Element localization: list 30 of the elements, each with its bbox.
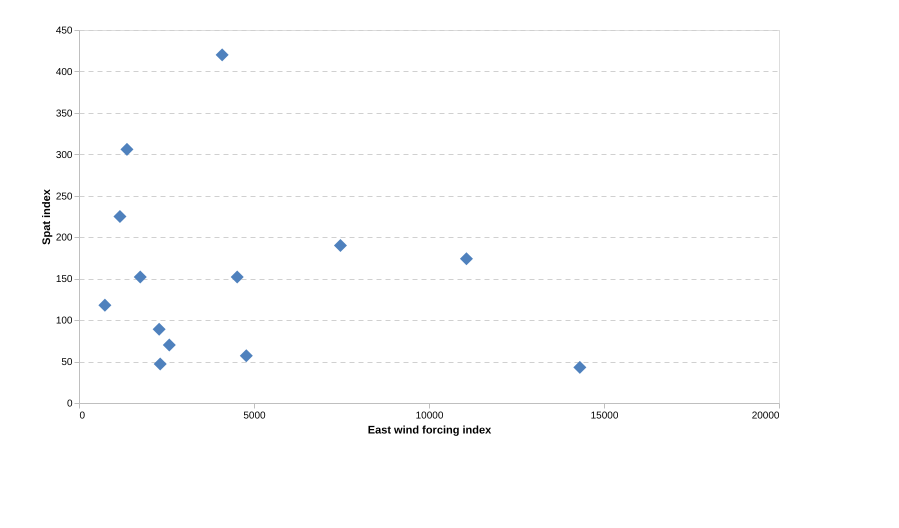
x-tick-label: 0	[80, 410, 86, 422]
y-tick-label: 350	[56, 108, 73, 120]
point	[98, 298, 112, 312]
y-tick-label: 250	[56, 191, 73, 202]
y-tick-label: 400	[56, 66, 73, 78]
point	[113, 210, 126, 224]
y-tick-label: 450	[56, 26, 73, 36]
y-tick-label: 100	[56, 316, 73, 327]
x-axis-title: East wind forcing index	[368, 424, 492, 436]
point	[334, 238, 347, 252]
y-tick-label: 300	[56, 150, 73, 161]
x-tick-label: 5000	[243, 410, 266, 422]
x-tick-label: 15000	[590, 410, 619, 422]
point	[120, 142, 134, 156]
point	[152, 322, 166, 336]
point	[230, 270, 244, 284]
y-axis-title: Spat index	[40, 188, 53, 245]
point	[134, 270, 147, 284]
point	[460, 252, 473, 266]
point	[154, 358, 167, 371]
point	[240, 349, 253, 362]
y-tick-label: 200	[56, 232, 73, 244]
point	[162, 338, 176, 352]
y-tick-label: 50	[61, 357, 73, 368]
point	[573, 360, 586, 374]
y-tick-label: 150	[56, 274, 73, 286]
x-tick-label: 10000	[416, 410, 444, 422]
point	[216, 48, 229, 62]
x-tick-label: 20000	[752, 410, 780, 422]
y-tick-label: 0	[66, 398, 73, 410]
